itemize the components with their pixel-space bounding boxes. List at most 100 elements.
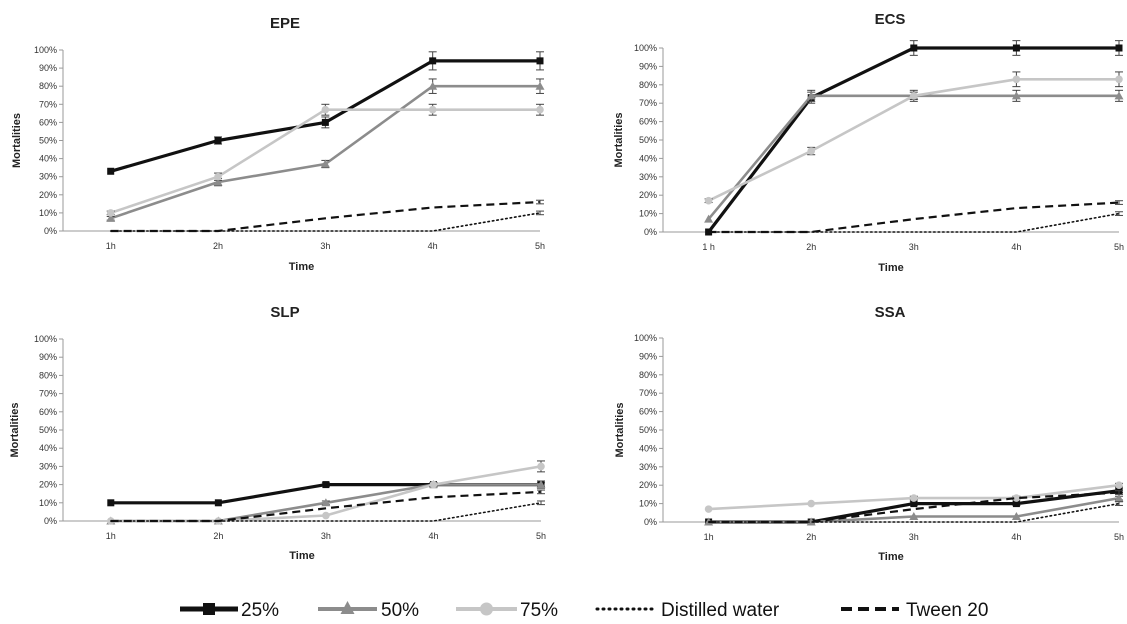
y-tick-label: 20% <box>39 480 57 490</box>
chart-title: ECS <box>875 11 906 28</box>
legend-label: Tween 20 <box>906 600 988 619</box>
y-tick-label: 100% <box>34 334 57 344</box>
series-line <box>707 212 1120 233</box>
x-tick-label: 3h <box>909 532 919 542</box>
legend-label: 50% <box>381 600 419 619</box>
data-point <box>1012 44 1020 52</box>
data-point <box>429 480 438 489</box>
data-point <box>1115 75 1123 84</box>
x-tick-label: 2h <box>806 242 816 252</box>
data-point <box>322 511 330 520</box>
data-point <box>910 494 918 502</box>
y-tick-label: 70% <box>39 99 57 109</box>
data-point <box>214 172 222 181</box>
chart-epe: EPE 0% 10% 20% 30% 40% 50% 60% 70% 80% 90% 100% 1h 2h… <box>11 15 545 273</box>
y-tick-label: 20% <box>639 480 657 490</box>
legend-label: Distilled water <box>661 600 780 619</box>
y-tick-label: 100% <box>634 43 657 53</box>
data-point <box>910 92 918 100</box>
y-tick-label: 100% <box>34 45 57 55</box>
chart-slp: SLP 0% 10% 20% 30% 40% 50% 60% 70% 80% 90% 100% 1h 2h… <box>9 304 546 562</box>
data-point <box>910 44 918 52</box>
y-axis-label: Mortalities <box>614 402 626 457</box>
data-point <box>214 137 222 144</box>
legend-marker <box>203 603 215 615</box>
data-point <box>1114 493 1124 502</box>
data-point <box>1011 91 1021 100</box>
series-75- <box>107 460 545 525</box>
y-tick-label: 80% <box>39 370 57 380</box>
legend-item-tween-20: Tween 20 <box>841 600 988 621</box>
y-tick-label: 80% <box>639 80 657 90</box>
y-tick-label: 60% <box>39 117 57 127</box>
data-point <box>107 167 115 175</box>
y-tick-label: 60% <box>639 407 657 417</box>
x-tick-label: 2h <box>213 241 223 251</box>
x-tick-label: 1h <box>106 241 116 251</box>
y-tick-label: 10% <box>39 208 57 218</box>
y-tick-label: 20% <box>39 190 57 200</box>
data-point <box>807 147 815 155</box>
y-axis-label: Mortalities <box>9 402 21 457</box>
data-point <box>704 196 713 205</box>
data-point <box>910 500 918 508</box>
series-75- <box>704 71 1123 205</box>
series-tween-20 <box>708 200 1123 234</box>
data-point <box>1012 494 1021 502</box>
legend-marker <box>340 601 355 614</box>
legend-item-distilled-water: Distilled water <box>595 600 780 621</box>
x-axis-label: Time <box>289 550 314 562</box>
chart-title: EPE <box>270 15 300 32</box>
y-tick-label: 70% <box>639 388 657 398</box>
y-tick-label: 50% <box>639 425 657 435</box>
series-50- <box>106 78 545 222</box>
y-tick-label: 30% <box>39 461 57 471</box>
x-tick-label: 5h <box>1114 242 1124 252</box>
data-point <box>909 511 919 520</box>
x-tick-label: 3h <box>321 531 331 541</box>
y-tick-label: 90% <box>639 61 657 71</box>
chart-title: SSA <box>875 304 906 321</box>
y-tick-label: 40% <box>39 154 57 164</box>
x-tick-label: 3h <box>320 241 330 251</box>
x-tick-label: 1h <box>704 532 714 542</box>
series-25- <box>107 51 544 175</box>
y-tick-label: 30% <box>39 172 57 182</box>
y-tick-label: 50% <box>639 135 657 145</box>
legend-item-50-: 50% <box>318 600 419 621</box>
y-tick-label: 90% <box>639 351 657 361</box>
data-point <box>321 118 329 126</box>
x-tick-label: 2h <box>213 531 223 541</box>
series-line <box>707 46 1119 233</box>
data-point <box>1011 511 1021 520</box>
y-tick-label: 20% <box>639 190 657 200</box>
y-axis-label: Mortalities <box>11 113 23 168</box>
y-tick-label: 90% <box>39 63 57 73</box>
series-line <box>110 200 541 233</box>
chart-ssa: SSA 0% 10% 20% 30% 40% 50% 60% 70% 80% 90% 100% 1h 2h… <box>614 304 1124 563</box>
legend-label: 25% <box>241 600 279 619</box>
y-tick-label: 60% <box>639 117 657 127</box>
x-tick-label: 1h <box>106 531 116 541</box>
y-tick-label: 70% <box>39 389 57 399</box>
y-tick-label: 0% <box>44 516 57 526</box>
chart-title: SLP <box>270 304 299 321</box>
series-line <box>707 94 1119 220</box>
data-point <box>321 498 331 507</box>
data-point <box>1115 481 1123 490</box>
series-distilled-water <box>707 211 1123 233</box>
y-tick-label: 50% <box>39 136 57 146</box>
x-tick-label: 5h <box>535 241 545 251</box>
x-tick-label: 5h <box>1114 532 1124 542</box>
legend-item-25-: 25% <box>180 600 279 621</box>
x-tick-label: 4h <box>428 531 438 541</box>
y-tick-label: 0% <box>44 226 57 236</box>
series-line <box>110 490 542 523</box>
y-tick-label: 100% <box>634 333 657 343</box>
data-point <box>537 462 545 471</box>
series-tween-20 <box>110 199 544 233</box>
x-tick-label: 2h <box>806 532 816 542</box>
x-tick-label: 4h <box>1011 532 1021 542</box>
